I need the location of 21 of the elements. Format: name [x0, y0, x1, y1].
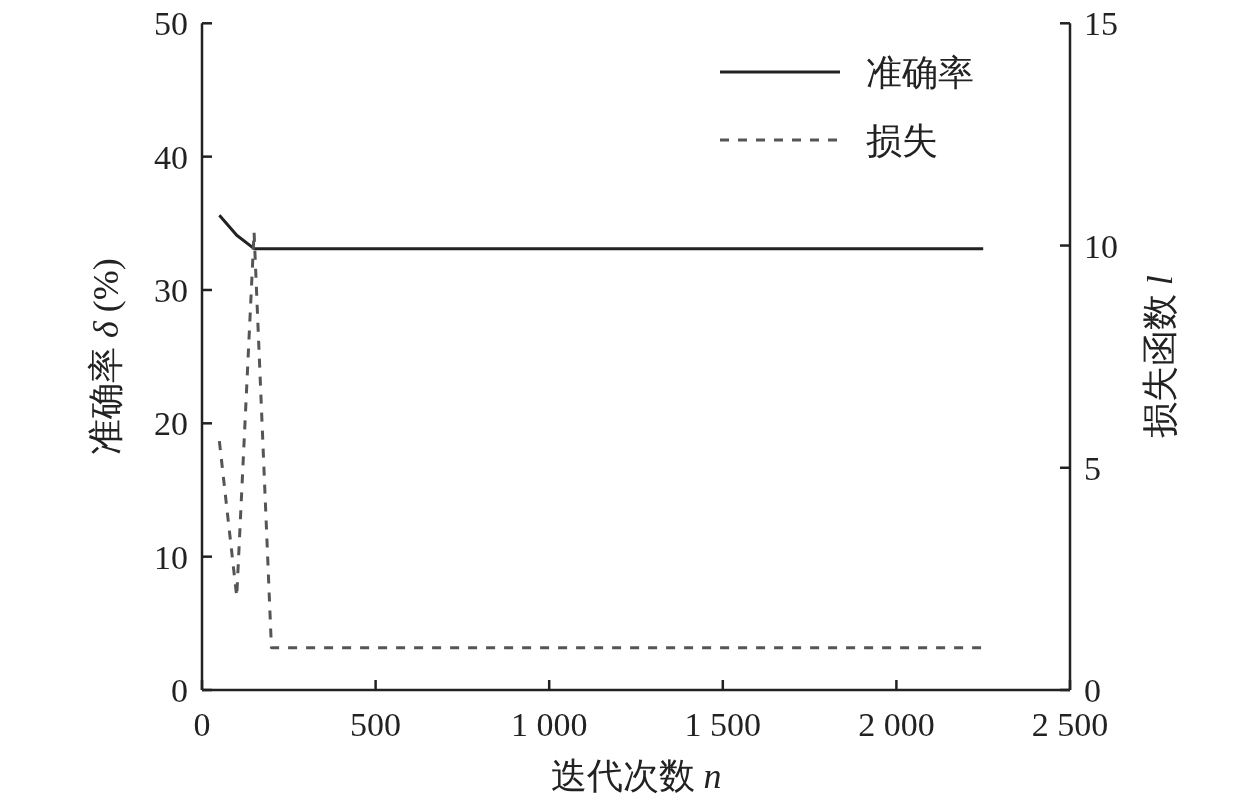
legend-label: 准确率: [866, 53, 974, 93]
legend-label: 损失: [866, 121, 938, 161]
x-tick-label: 500: [350, 706, 402, 743]
x-tick-label: 1 000: [510, 706, 588, 743]
y2-tick-label: 5: [1084, 449, 1101, 487]
y-tick-label: 0: [171, 672, 188, 709]
y2-axis-title: 损失函数 l: [1140, 275, 1180, 439]
x-tick-label: 1 500: [684, 706, 762, 743]
y2-tick-label: 0: [1084, 672, 1101, 709]
y2-tick-label: 15: [1084, 5, 1118, 43]
y-tick-label: 50: [154, 5, 188, 43]
x-tick-label: 2 500: [1031, 706, 1109, 743]
x-tick-label: 2 000: [858, 706, 935, 743]
x-axis-title: 迭代次数 n: [550, 756, 722, 796]
y-axis-title: 准确率 δ (%): [86, 258, 126, 455]
y2-tick-label: 10: [1084, 227, 1118, 265]
y-tick-label: 10: [154, 538, 188, 576]
x-tick-label: 0: [193, 706, 211, 743]
y-tick-label: 40: [154, 138, 188, 176]
y-tick-label: 30: [154, 271, 188, 309]
y-tick-label: 20: [154, 405, 188, 443]
